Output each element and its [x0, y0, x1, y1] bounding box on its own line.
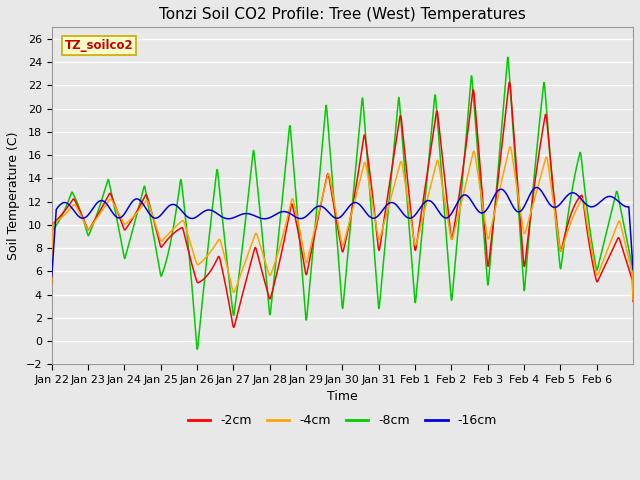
Title: Tonzi Soil CO2 Profile: Tree (West) Temperatures: Tonzi Soil CO2 Profile: Tree (West) Temp…: [159, 7, 526, 22]
Text: TZ_soilco2: TZ_soilco2: [65, 39, 133, 52]
X-axis label: Time: Time: [327, 390, 358, 403]
Legend: -2cm, -4cm, -8cm, -16cm: -2cm, -4cm, -8cm, -16cm: [183, 409, 502, 432]
Y-axis label: Soil Temperature (C): Soil Temperature (C): [7, 132, 20, 260]
